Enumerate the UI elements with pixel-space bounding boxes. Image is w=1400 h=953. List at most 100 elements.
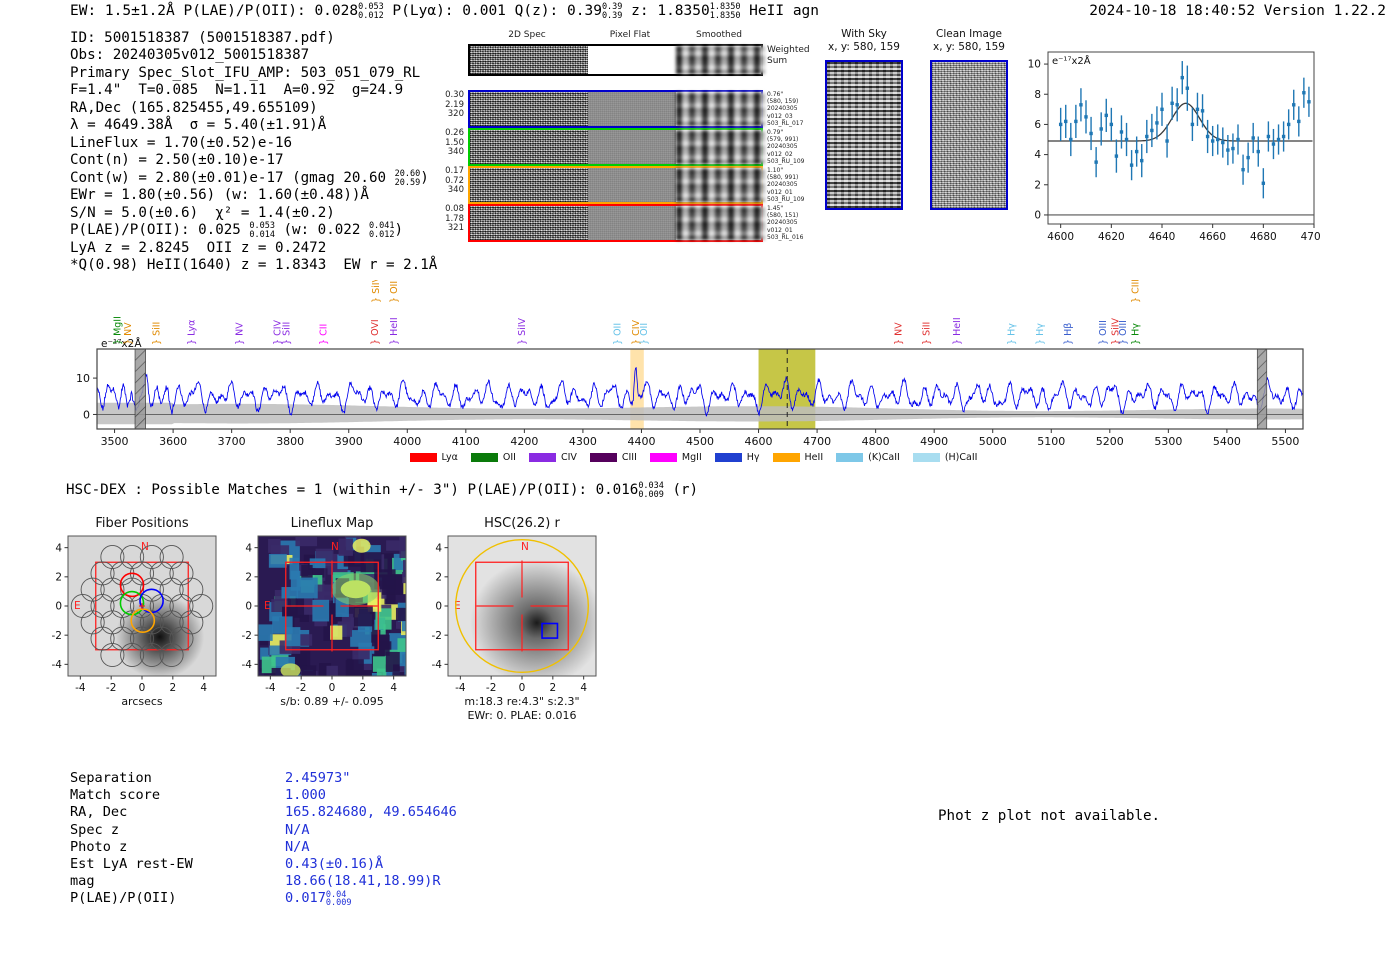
cutout-1-title: Clean Image x, y: 580, 159 [916, 28, 1022, 53]
spec2d-row-2-left-numbers: 0.17 0.72 340 [426, 166, 464, 196]
spec2d-row-2-num-1: 0.72 [445, 175, 464, 186]
hsc-xtick-1: -2 [486, 682, 496, 694]
svg-text:} NV: } NV [235, 322, 246, 345]
spectrum-trace [96, 366, 1304, 417]
spec2d-row-1-seg-0 [470, 130, 588, 164]
spec2d-row-0-label-2: 20240305 [767, 105, 798, 113]
spec2d-row-1-label-2: 20240305 [767, 143, 798, 151]
spec2d-row-2-label-2: 20240305 [767, 181, 798, 189]
info-radec: RA,Dec (165.825455,49.655109) [70, 99, 318, 116]
lineflux-xtick-4: 4 [390, 682, 397, 694]
spec2d-row-2-seg-2 [676, 168, 765, 202]
fiber-xtick-3: 2 [169, 682, 176, 694]
spec2d-row-1-num-2: 340 [447, 147, 464, 158]
svg-text:4660: 4660 [1199, 231, 1226, 243]
spec2d-row-2 [468, 166, 765, 204]
info-ewr: EWr = 1.80(±0.56) (w: 1.60(±0.48))Å [70, 187, 369, 204]
spec2d-row-3-label-2: 20240305 [767, 219, 798, 227]
spectrum-line-label-0: } MgII [112, 316, 123, 345]
lineflux-panel-image [258, 536, 406, 676]
hsc-xtick-3: 2 [549, 682, 556, 694]
spec2d-row-0-seg-2 [676, 92, 765, 126]
info-cont-w: Cont(w) = 2.80(±0.01)e-17 (gmag 20.60 20… [70, 168, 429, 188]
lineflux-ytick-0: -4 [242, 659, 253, 671]
spectrum-line-label-19: } Hγ [1006, 323, 1017, 345]
svg-text:3900: 3900 [335, 435, 363, 448]
info-plae-errors: 0.053 0.014 [249, 221, 275, 241]
svg-text:} Lyα: } Lyα [187, 320, 198, 345]
spec2d-row-1 [468, 128, 765, 166]
match-table-value-3: N/A [285, 821, 310, 838]
hscdex-summary-line: HSC-DEX : Possible Matches = 1 (within +… [66, 482, 698, 500]
svg-text:4100: 4100 [452, 435, 480, 448]
cutout-1-name: Clean Image [935, 28, 1003, 40]
fiber-panel-title: Fiber Positions [95, 516, 188, 531]
match-table-value-0: 2.45973" [285, 770, 351, 786]
spec2d-row-0-num-0: 0.30 [445, 90, 464, 100]
svg-text:e⁻¹⁷x2Å: e⁻¹⁷x2Å [101, 337, 142, 350]
lineflux-xtick-1: -2 [296, 682, 306, 694]
svg-text:4300: 4300 [569, 435, 597, 448]
spec2d-row-0-seg-0 [470, 92, 588, 126]
spec2d-row-1-num-1: 1.50 [445, 137, 464, 148]
svg-text:0: 0 [1034, 210, 1041, 222]
spec2d-row-0-seg-1 [588, 92, 676, 126]
info-plae-w-errors: 0.041 0.012 [368, 221, 395, 241]
spec2d-row-3-num-1: 1.78 [445, 213, 464, 224]
hsc-panel-title: HSC(26.2) r [484, 516, 560, 531]
spectrum-line-label-5: } CIV [273, 320, 284, 345]
svg-text:4200: 4200 [510, 435, 538, 448]
svg-text:e⁻¹⁷x2Å: e⁻¹⁷x2Å [1052, 54, 1091, 67]
fiber-highlight-3 [130, 608, 156, 633]
lineflux-ytick-2: 0 [245, 601, 252, 613]
hsc-ytick-2: 0 [435, 601, 442, 613]
cutout-0-coords: x, y: 580, 159 [828, 40, 900, 53]
legend-item-3: CIII [589, 452, 637, 463]
fiber-xtick-0: -4 [75, 682, 86, 694]
info-plae: P(LAE)/P(OII): 0.025 0.053 0.014 (w: 0.02… [70, 221, 404, 241]
svg-text:} MgII: } MgII [112, 316, 123, 345]
svg-text:} SiIV: } SiIV [517, 317, 528, 345]
cutout-0-image [825, 60, 903, 210]
spec2d-row-0-num-1: 2.19 [445, 99, 464, 110]
header-plae-errors: 0.053 0.012 [358, 2, 384, 21]
legend-label-4: MgII [681, 452, 702, 463]
cutout-group: With Sky x, y: 580, 159 Clean Image x, y: 5… [820, 28, 1020, 263]
spectrum-line-label-23: } SiIV [1111, 317, 1122, 345]
match-table-plae-errors: 0.04 0.009 [325, 889, 352, 909]
svg-text:4600: 4600 [745, 435, 773, 448]
svg-text:} OII: } OII [639, 323, 650, 345]
info-obs: Obs: 20240305v012_5001518387 [70, 47, 310, 64]
spec2d-row-2-seg-1 [588, 168, 676, 202]
info-seeing: F=1.4" T=0.085 N=1.11 A=0.92 g=24.9 [70, 82, 404, 99]
fiber-xtick-4: 4 [200, 682, 207, 694]
spec2d-column-title-1: Pixel Flat [609, 30, 651, 40]
svg-text:} Hγ: } Hγ [1130, 323, 1141, 345]
svg-text:} OII: } OII [612, 323, 623, 345]
spec2d-weighted-sum-label: Weighted Sum [767, 45, 810, 66]
legend-item-6: HeII [772, 452, 823, 463]
spec2d-row-2-label-1: (580, 991) [767, 174, 799, 182]
lineflux-caption: s/b: 0.89 +/- 0.095 [280, 695, 384, 708]
match-table-value-2: 165.824680, 49.654646 [285, 804, 457, 821]
svg-text:4680: 4680 [1250, 231, 1277, 243]
spectrum-masked-band-0 [134, 348, 146, 430]
svg-text:} CII: } CII [318, 324, 329, 345]
svg-text:} NV: } NV [123, 322, 134, 345]
svg-text:} CIV: } CIV [273, 320, 284, 345]
lineflux-ytick-1: -2 [242, 630, 252, 642]
fiber-xlabel: arcsecs [121, 695, 163, 708]
match-table-value-1: 1.000 [285, 787, 326, 804]
spectrum-line-label-25: } Hγ [1130, 323, 1141, 345]
info-gmag-errors: 20.60 20.59 [394, 168, 421, 188]
info-q-heii: *Q(0.98) HeII(1640) z = 1.8343 EW r = 2.… [70, 257, 438, 274]
spec2d-row-3-label-1: (580, 151) [767, 212, 799, 220]
match-table-key-1: Match score [70, 787, 161, 804]
spec2d-row-0-right-labels: 0.76" (580, 159) 20240305 v012_03 503_RL_017 [767, 91, 803, 127]
legend-label-7: (K)CaII [868, 452, 900, 463]
spec2d-row-2-label-3: v012_01 [767, 188, 793, 196]
svg-text:4900: 4900 [920, 435, 948, 448]
lineflux-xtick-0: -4 [265, 682, 276, 694]
svg-text:4620: 4620 [1098, 231, 1125, 243]
